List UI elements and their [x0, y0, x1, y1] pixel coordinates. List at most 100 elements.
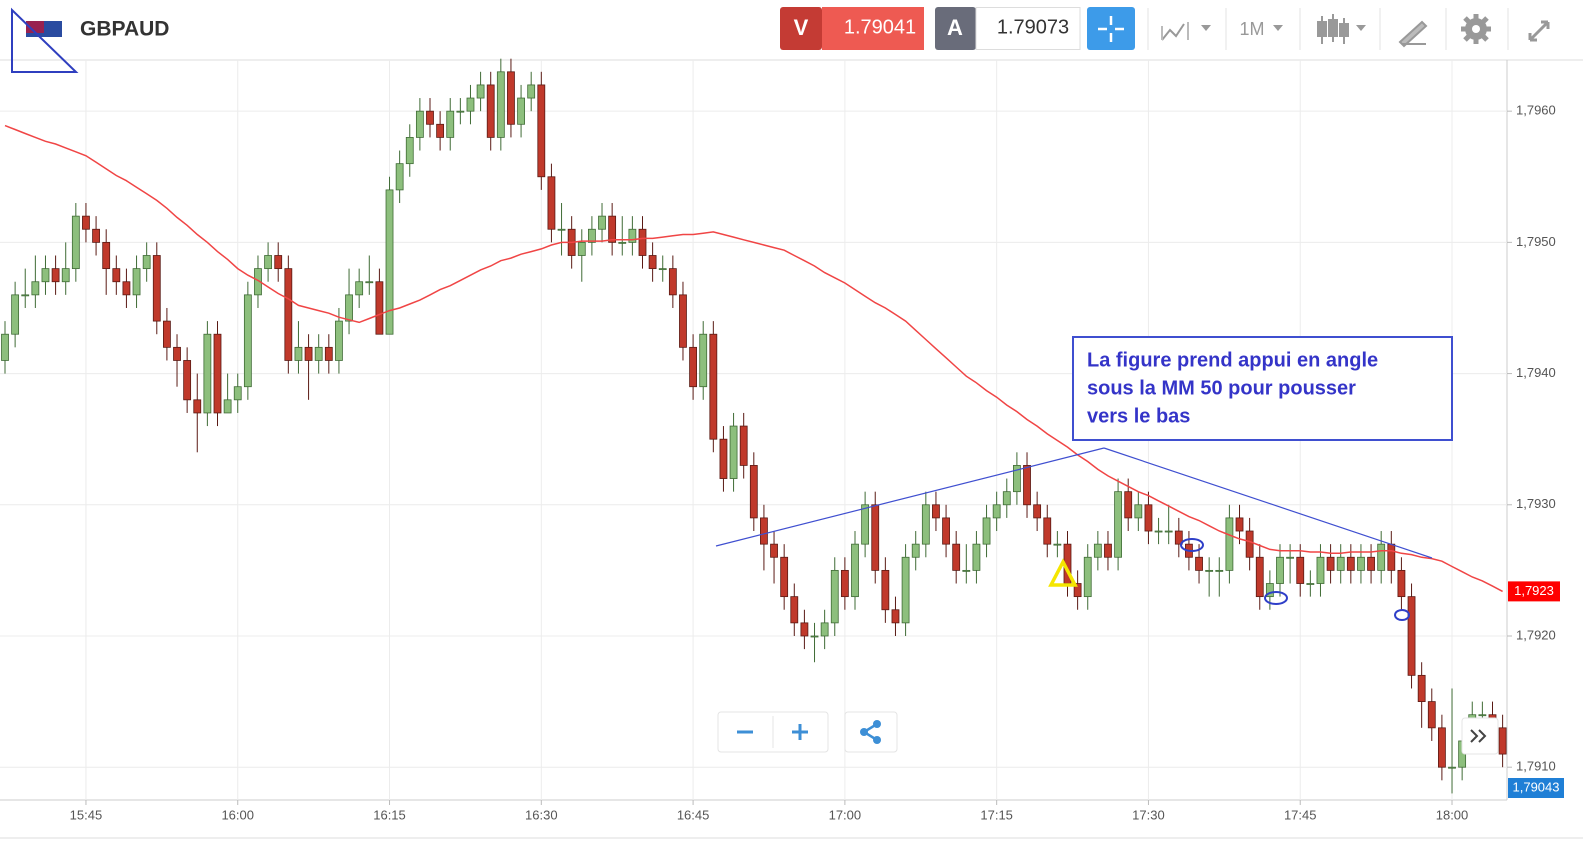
zoom-controls[interactable] [717, 711, 829, 753]
candle-body [618, 241, 627, 244]
candle-body [1367, 556, 1375, 571]
crosshair-button[interactable] [1087, 7, 1135, 50]
candle-body [679, 294, 687, 348]
candle-body [345, 294, 353, 322]
price-tag: 1,79043 [1513, 779, 1560, 794]
candle-body [547, 176, 556, 230]
candle-body [527, 84, 536, 99]
candle-body [254, 268, 262, 296]
buy-button[interactable] [935, 7, 976, 50]
candle-body [1043, 517, 1052, 545]
candle-body [800, 622, 809, 637]
candle-body [496, 71, 505, 138]
buy-label: A [947, 15, 963, 40]
candle-body [1195, 556, 1203, 571]
candle-body [851, 543, 859, 598]
candle-body [1276, 556, 1284, 584]
candle-body [1023, 465, 1031, 506]
candle-body [122, 281, 131, 296]
moving-average [4, 124, 1503, 593]
toolbar-separators [1147, 8, 1509, 50]
candle-body [972, 543, 981, 571]
candle-body [456, 110, 465, 113]
candle-body [1296, 556, 1305, 584]
candle-body [709, 333, 718, 440]
symbol[interactable]: GBPAUD [80, 18, 169, 41]
y-tick-label: 1,7920 [1516, 627, 1556, 642]
y-tick-label: 1,7960 [1516, 103, 1556, 118]
candle-body [1083, 556, 1092, 598]
candle-body [163, 320, 171, 348]
candle-body [689, 346, 697, 388]
indicator-menu[interactable] [1161, 22, 1211, 41]
candle-body [436, 123, 445, 138]
candle-body [1104, 543, 1112, 558]
scroll-to-end-button[interactable] [1461, 717, 1499, 755]
candle-body [415, 110, 424, 138]
share-button[interactable] [844, 711, 898, 753]
candle-body [628, 228, 637, 243]
ma-tag-box [1508, 581, 1560, 602]
candle-body [1448, 766, 1456, 769]
candle-body [11, 294, 20, 335]
candle-body [1013, 465, 1021, 493]
fullscreen-button[interactable] [1528, 20, 1550, 42]
candle-body [557, 228, 566, 231]
candle-body [1053, 543, 1062, 546]
candle-body [1478, 714, 1487, 717]
candle-body [537, 84, 546, 178]
candle-body [112, 268, 121, 283]
candle-body [739, 425, 748, 466]
timeframe[interactable]: 1M [1239, 19, 1264, 39]
candle-body [588, 228, 596, 243]
candle-body [132, 268, 141, 296]
candle-body [324, 346, 333, 361]
sell-price: 1.79041 [844, 16, 916, 38]
sell-button[interactable] [780, 7, 822, 50]
candle-body [1144, 504, 1153, 532]
candle-body [1033, 504, 1042, 519]
candle-body [1306, 583, 1315, 585]
candle-body [1427, 701, 1436, 729]
candle-body [1498, 727, 1507, 755]
candle-body [881, 569, 890, 611]
sell-label: V [794, 15, 809, 40]
touch-markers [1180, 538, 1410, 621]
candle-body [982, 517, 991, 545]
candle-body [426, 110, 434, 125]
buy-price-box[interactable] [975, 7, 1081, 50]
x-tick-label: 16:15 [373, 807, 406, 822]
candle-body [1417, 674, 1426, 702]
candle-body [871, 504, 880, 571]
candle-body [375, 281, 384, 335]
candle-body [243, 294, 252, 388]
candle-body [264, 255, 272, 270]
timeframe-arrow [1273, 25, 1283, 31]
candle-body [1164, 530, 1173, 533]
candle-body [31, 281, 40, 296]
candle-body [901, 556, 910, 624]
x-tick-label: 18:00 [1436, 807, 1469, 822]
buy-price: 1.79073 [997, 16, 1069, 38]
candle-body [476, 84, 485, 99]
candle-body [82, 215, 90, 230]
drawing-tools[interactable] [1398, 20, 1428, 48]
sell-price-box[interactable] [822, 7, 924, 50]
candle-body [21, 294, 30, 297]
candle-body [1093, 543, 1102, 558]
candle-body [486, 84, 495, 138]
settings-button[interactable] [1461, 14, 1491, 44]
x-tick-label: 17:00 [829, 807, 862, 822]
candle-body [638, 228, 647, 256]
candle-body [395, 163, 404, 191]
x-tick-label: 15:45 [70, 807, 103, 822]
chart-type-menu[interactable] [1317, 14, 1366, 44]
candle-body [770, 543, 778, 558]
price-tag-box [1508, 778, 1564, 798]
candle-body [304, 346, 313, 361]
candle-body [173, 346, 181, 361]
candle-body [810, 635, 819, 638]
candle-body [446, 110, 455, 138]
candle-body [1255, 556, 1264, 598]
